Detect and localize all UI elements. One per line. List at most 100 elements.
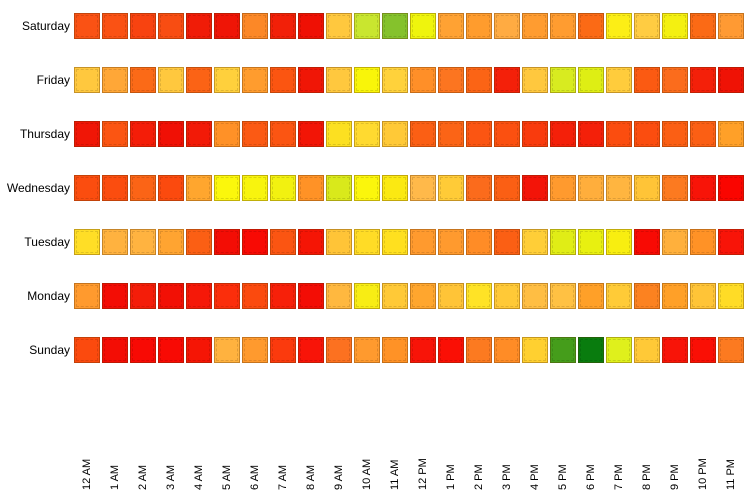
x-axis-label-4am: 4 AM: [193, 464, 205, 490]
heatmap-cell-thursday-8pm: [634, 121, 660, 147]
heatmap-cell-thursday-2am: [130, 121, 156, 147]
heatmap-cell-wednesday-6am: [242, 175, 268, 201]
heatmap-cell-thursday-2pm: [466, 121, 492, 147]
heatmap-cell-thursday-5am: [214, 121, 240, 147]
heatmap-cell-wednesday-7am: [270, 175, 296, 201]
heatmap-cell-sunday-9pm: [662, 337, 688, 363]
heatmap-cell-friday-8am: [298, 67, 324, 93]
heatmap-cell-wednesday-9am: [326, 175, 352, 201]
heatmap-cell-tuesday-6am: [242, 229, 268, 255]
heatmap-cell-sunday-11am: [382, 337, 408, 363]
heatmap-cell-monday-4pm: [522, 283, 548, 309]
y-axis-label-monday: Monday: [27, 289, 70, 303]
x-axis-label-9pm: 9 PM: [669, 464, 681, 490]
x-axis-label-11am: 11 AM: [389, 459, 401, 490]
heatmap-cell-saturday-10pm: [690, 13, 716, 39]
heatmap-cell-thursday-3pm: [494, 121, 520, 147]
x-axis-label-9am: 9 AM: [333, 464, 345, 490]
x-axis-label-4pm: 4 PM: [529, 464, 541, 490]
heatmap-cell-tuesday-11pm: [718, 229, 744, 255]
heatmap-cell-saturday-1pm: [438, 13, 464, 39]
heatmap-row-friday: [74, 67, 744, 93]
heatmap-cell-sunday-9am: [326, 337, 352, 363]
heatmap-cell-wednesday-11am: [382, 175, 408, 201]
heatmap-cell-tuesday-4am: [186, 229, 212, 255]
heatmap-cell-friday-4pm: [522, 67, 548, 93]
y-axis-label-thursday: Thursday: [19, 127, 70, 141]
x-axis-label-11pm: 11 PM: [725, 459, 737, 490]
heatmap-cell-friday-12pm: [410, 67, 436, 93]
heatmap-cell-wednesday-7pm: [606, 175, 632, 201]
heatmap-cell-friday-3am: [158, 67, 184, 93]
heatmap-cell-thursday-11am: [382, 121, 408, 147]
heatmap-cell-wednesday-2pm: [466, 175, 492, 201]
heatmap-cell-sunday-1pm: [438, 337, 464, 363]
heatmap-cell-monday-2am: [130, 283, 156, 309]
heatmap-cell-friday-7pm: [606, 67, 632, 93]
heatmap-cell-monday-1pm: [438, 283, 464, 309]
heatmap-cell-saturday-4pm: [522, 13, 548, 39]
y-axis-label-saturday: Saturday: [21, 19, 70, 33]
heatmap-cell-wednesday-10pm: [690, 175, 716, 201]
heatmap-cell-tuesday-10pm: [690, 229, 716, 255]
heatmap-cell-sunday-3pm: [494, 337, 520, 363]
heatmap-cell-friday-6pm: [578, 67, 604, 93]
heatmap-cell-thursday-7pm: [606, 121, 632, 147]
heatmap-cell-saturday-2am: [130, 13, 156, 39]
y-axis-label-tuesday: Tuesday: [24, 235, 70, 249]
heatmap-cell-saturday-1am: [102, 13, 128, 39]
heatmap-cell-monday-3am: [158, 283, 184, 309]
heatmap-cell-friday-1pm: [438, 67, 464, 93]
heatmap-row-monday: [74, 283, 744, 309]
heatmap-cell-monday-8pm: [634, 283, 660, 309]
heatmap-cell-thursday-11pm: [718, 121, 744, 147]
heatmap-cell-monday-3pm: [494, 283, 520, 309]
heatmap-cell-thursday-12am: [74, 121, 100, 147]
heatmap-cell-thursday-1pm: [438, 121, 464, 147]
heatmap-cell-sunday-12pm: [410, 337, 436, 363]
x-axis-label-1am: 1 AM: [109, 464, 121, 490]
heatmap-cell-wednesday-3pm: [494, 175, 520, 201]
heatmap-cell-monday-2pm: [466, 283, 492, 309]
heatmap-cell-sunday-2am: [130, 337, 156, 363]
heatmap-cell-tuesday-12am: [74, 229, 100, 255]
heatmap-cell-tuesday-2pm: [466, 229, 492, 255]
heatmap-cell-saturday-9pm: [662, 13, 688, 39]
heatmap-cell-monday-4am: [186, 283, 212, 309]
heatmap-cell-friday-7am: [270, 67, 296, 93]
heatmap-cell-saturday-8pm: [634, 13, 660, 39]
y-axis-label-wednesday: Wednesday: [6, 181, 70, 195]
x-axis-label-5am: 5 AM: [221, 464, 233, 490]
heatmap-cell-saturday-11am: [382, 13, 408, 39]
heatmap-cell-wednesday-4am: [186, 175, 212, 201]
heatmap-row-thursday: [74, 121, 744, 147]
x-axis-label-12am: 12 AM: [81, 458, 93, 490]
heatmap-cell-monday-9pm: [662, 283, 688, 309]
heatmap-cell-friday-11pm: [718, 67, 744, 93]
heatmap-cell-sunday-10am: [354, 337, 380, 363]
heatmap-cell-wednesday-12pm: [410, 175, 436, 201]
x-axis-label-10pm: 10 PM: [697, 458, 709, 490]
heatmap-cell-thursday-4am: [186, 121, 212, 147]
heatmap-cell-monday-10pm: [690, 283, 716, 309]
heatmap-cell-thursday-5pm: [550, 121, 576, 147]
heatmap-cell-tuesday-7am: [270, 229, 296, 255]
heatmap-cell-sunday-6am: [242, 337, 268, 363]
heatmap-cell-tuesday-12pm: [410, 229, 436, 255]
heatmap-cell-tuesday-8am: [298, 229, 324, 255]
heatmap-cell-thursday-6pm: [578, 121, 604, 147]
x-axis-label-8pm: 8 PM: [641, 464, 653, 490]
heatmap-cell-thursday-4pm: [522, 121, 548, 147]
heatmap-cell-tuesday-7pm: [606, 229, 632, 255]
heatmap-cell-friday-6am: [242, 67, 268, 93]
heatmap-cell-friday-11am: [382, 67, 408, 93]
heatmap-cell-tuesday-5pm: [550, 229, 576, 255]
x-axis-label-7am: 7 AM: [277, 464, 289, 490]
heatmap-cell-saturday-8am: [298, 13, 324, 39]
heatmap-cell-tuesday-3am: [158, 229, 184, 255]
heatmap-row-sunday: [74, 337, 744, 363]
heatmap-cell-thursday-9pm: [662, 121, 688, 147]
x-axis-label-6pm: 6 PM: [585, 464, 597, 490]
heatmap-cell-sunday-5am: [214, 337, 240, 363]
x-axis-label-3pm: 3 PM: [501, 464, 513, 490]
